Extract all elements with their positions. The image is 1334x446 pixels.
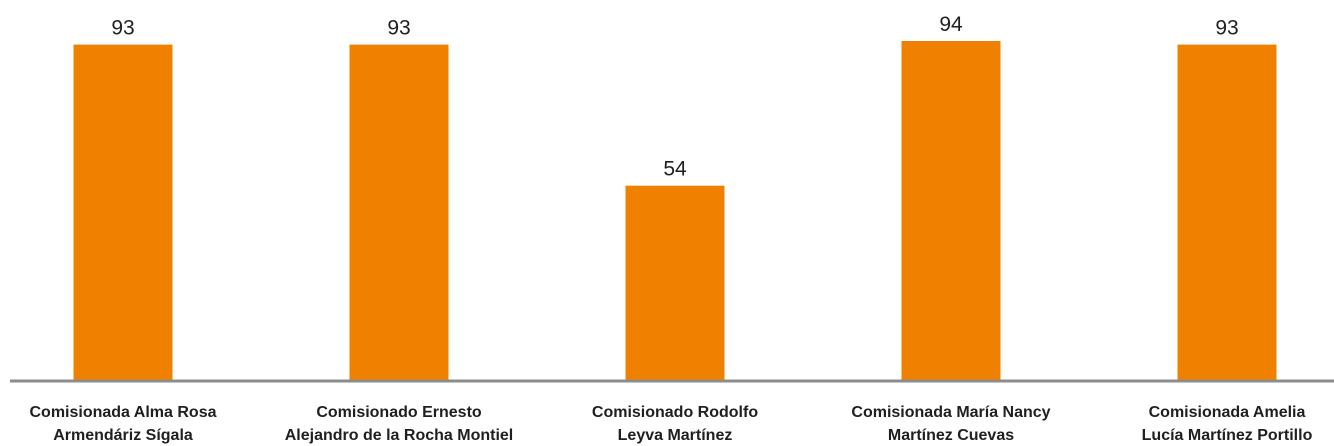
category-label-1: Comisionada Alma Rosa Armendáriz Sígala: [29, 404, 216, 444]
bar-3: [625, 185, 725, 381]
category-label-line: Lucía Martínez Portillo: [1142, 427, 1313, 444]
data-label-1: 93: [111, 17, 134, 40]
bar-1: [73, 44, 173, 382]
category-label-5: Comisionada Amelia Lucía Martínez Portill…: [1142, 404, 1313, 444]
category-label-line: Comisionada María Nancy: [851, 404, 1050, 421]
bar-4: [901, 41, 1001, 381]
data-label-5: 93: [1215, 17, 1238, 40]
data-label-2: 93: [387, 17, 410, 40]
value-labels-layer: 93 93 54 94 93: [111, 13, 1238, 181]
category-label-line: Armendáriz Sígala: [53, 427, 193, 444]
category-label-4: Comisionada María Nancy Martínez Cuevas: [851, 404, 1050, 444]
bar-5: [1177, 44, 1277, 382]
category-label-line: Comisionada Alma Rosa: [29, 404, 216, 421]
category-label-line: Comisionada Amelia: [1149, 404, 1306, 421]
category-label-line: Comisionado Rodolfo: [592, 404, 758, 421]
data-label-3: 54: [663, 158, 687, 181]
bar-2: [349, 44, 449, 382]
category-label-line: Martínez Cuevas: [888, 427, 1014, 444]
category-label-3: Comisionado Rodolfo Leyva Martínez: [592, 404, 758, 444]
category-label-line: Alejandro de la Rocha Montiel: [285, 427, 513, 444]
bars-layer: [73, 41, 1277, 382]
category-label-2: Comisionado Ernesto Alejandro de la Rocha…: [285, 404, 513, 444]
data-label-4: 94: [939, 13, 963, 36]
category-label-line: Leyva Martínez: [618, 427, 733, 444]
category-label-line: Comisionado Ernesto: [316, 404, 482, 421]
